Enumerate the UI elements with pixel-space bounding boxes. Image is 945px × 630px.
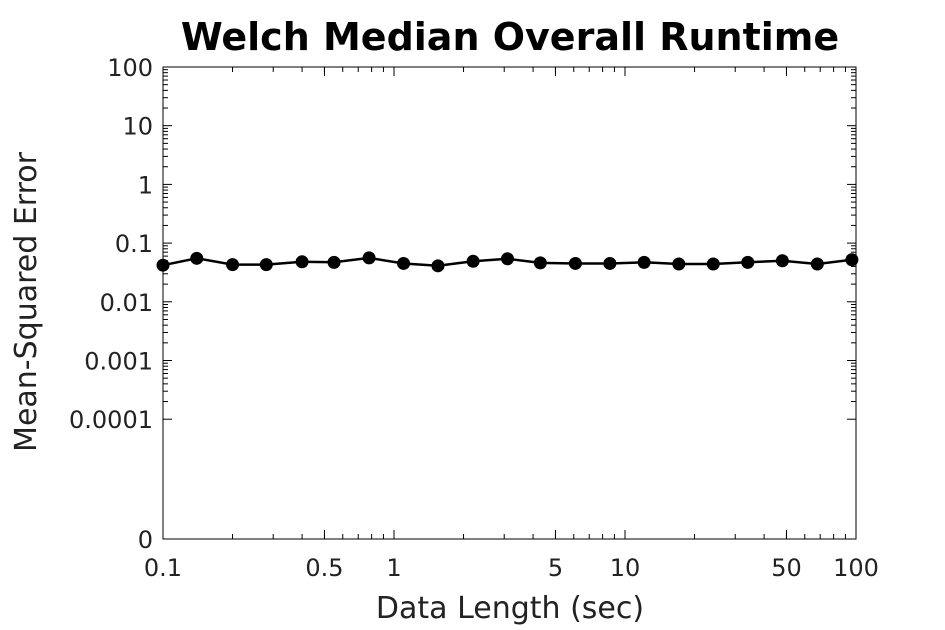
- data-point: [295, 255, 309, 269]
- x-tick-label: 0.1: [144, 554, 182, 582]
- y-tick-label: 0.1: [115, 230, 153, 258]
- data-point: [259, 258, 273, 272]
- data-point: [603, 256, 617, 270]
- axis-tick-labels: 0.1 0.5 1 5 10 50 100 100 10 1 0.1 0.01 0.001 0.0001 0: [69, 54, 879, 582]
- data-point: [706, 257, 720, 271]
- y-tick-label: 0.001: [84, 348, 153, 376]
- data-point: [466, 254, 480, 268]
- data-point: [533, 256, 547, 270]
- y-tick-label: 100: [107, 54, 153, 82]
- chart-title: Welch Median Overall Runtime: [181, 15, 839, 59]
- x-tick-label: 1: [386, 554, 401, 582]
- data-point: [397, 256, 411, 270]
- y-tick-label: 10: [122, 113, 153, 141]
- data-point: [741, 255, 755, 269]
- x-tick-label: 0.5: [305, 554, 343, 582]
- x-tick-label: 5: [548, 554, 563, 582]
- x-tick-label: 10: [610, 554, 641, 582]
- x-axis-label: Data Length (sec): [376, 591, 644, 626]
- data-point: [327, 255, 341, 269]
- y-tick-label: 0: [138, 526, 153, 554]
- data-point: [810, 257, 824, 271]
- data-point: [568, 256, 582, 270]
- x-tick-label: 100: [833, 554, 879, 582]
- data-point: [501, 252, 515, 266]
- data-point: [637, 255, 651, 269]
- data-point: [775, 254, 789, 268]
- data-point: [190, 251, 204, 265]
- x-tick-label: 50: [771, 554, 802, 582]
- y-tick-label: 0.01: [100, 289, 153, 317]
- y-tick-label: 1: [138, 171, 153, 199]
- y-tick-label: 0.0001: [69, 406, 153, 434]
- series-group: [156, 251, 859, 273]
- data-point: [156, 258, 170, 272]
- plot-frame: [162, 66, 857, 540]
- y-axis-label: Mean-Squared Error: [9, 151, 44, 452]
- axis-ticks: [162, 66, 857, 540]
- data-point: [226, 258, 240, 272]
- data-point: [672, 257, 686, 271]
- data-point: [362, 251, 376, 265]
- data-point: [431, 259, 445, 273]
- data-point: [845, 253, 859, 267]
